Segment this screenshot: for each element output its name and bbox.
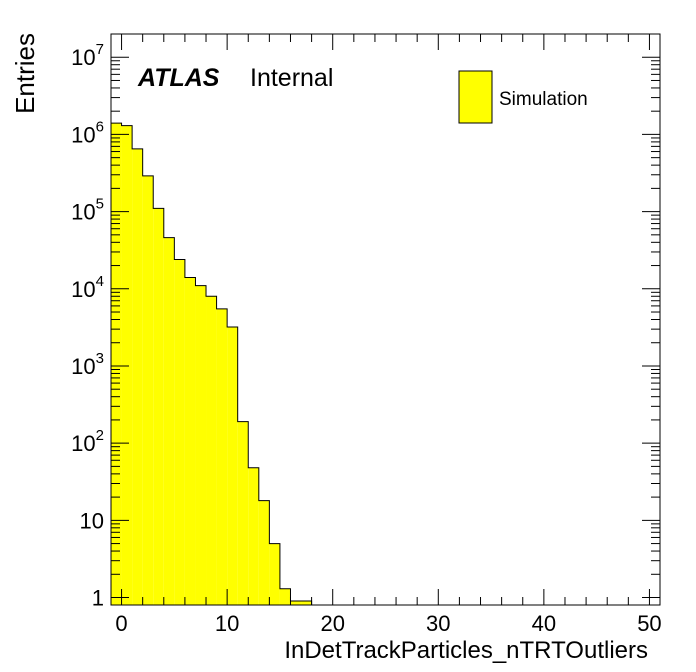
histogram-bar [163,237,175,605]
histogram-bar [227,326,238,605]
legend-swatch [458,70,493,124]
histogram-bar [290,601,302,605]
histogram-bar [206,296,217,605]
x-tick-label: 50 [637,611,661,636]
histogram-bar [301,601,312,605]
histogram-bars [110,122,313,606]
legend-label: Simulation [499,89,588,110]
x-tick-label: 20 [320,611,344,636]
x-axis-label: InDetTrackParticles_nTRTOutliers [284,637,648,664]
y-tick-label: 104 [71,273,104,302]
internal-label: Internal [250,64,333,92]
y-axis-label: Entries [10,33,40,114]
histogram-bar [132,148,143,605]
histogram-bar [216,308,228,605]
histogram-bar [121,125,133,605]
x-tick-label: 40 [532,611,556,636]
histogram-bar [279,588,291,605]
histogram-bar [142,175,154,605]
histogram-bar [269,543,280,605]
y-tick-label: 106 [71,118,104,147]
y-tick-label: 1 [92,586,104,611]
x-tick-label: 0 [115,611,127,636]
x-tick-label: 30 [426,611,450,636]
histogram-bar [258,500,270,605]
histogram-bar [237,421,249,605]
histogram-bar [248,467,259,605]
y-tick-label: 10 [80,508,104,533]
y-tick-label: 103 [71,350,104,379]
histogram-bar [111,123,122,605]
x-axis-ticks: 0 10 20 30 40 50 [115,34,662,636]
histogram-bar [174,259,185,605]
histogram-bar [153,208,164,606]
y-axis-ticks: 107 106 105 104 103 102 1 10 [71,33,660,611]
x-tick-label: 10 [215,611,239,636]
atlas-label: ATLAS [137,64,220,92]
y-tick-label: 107 [71,41,104,70]
histogram-outline [110,122,313,605]
histogram-bar [195,285,207,605]
y-tick-label: 102 [71,427,104,456]
histogram-bar [184,277,196,605]
y-tick-label: 105 [71,196,104,225]
